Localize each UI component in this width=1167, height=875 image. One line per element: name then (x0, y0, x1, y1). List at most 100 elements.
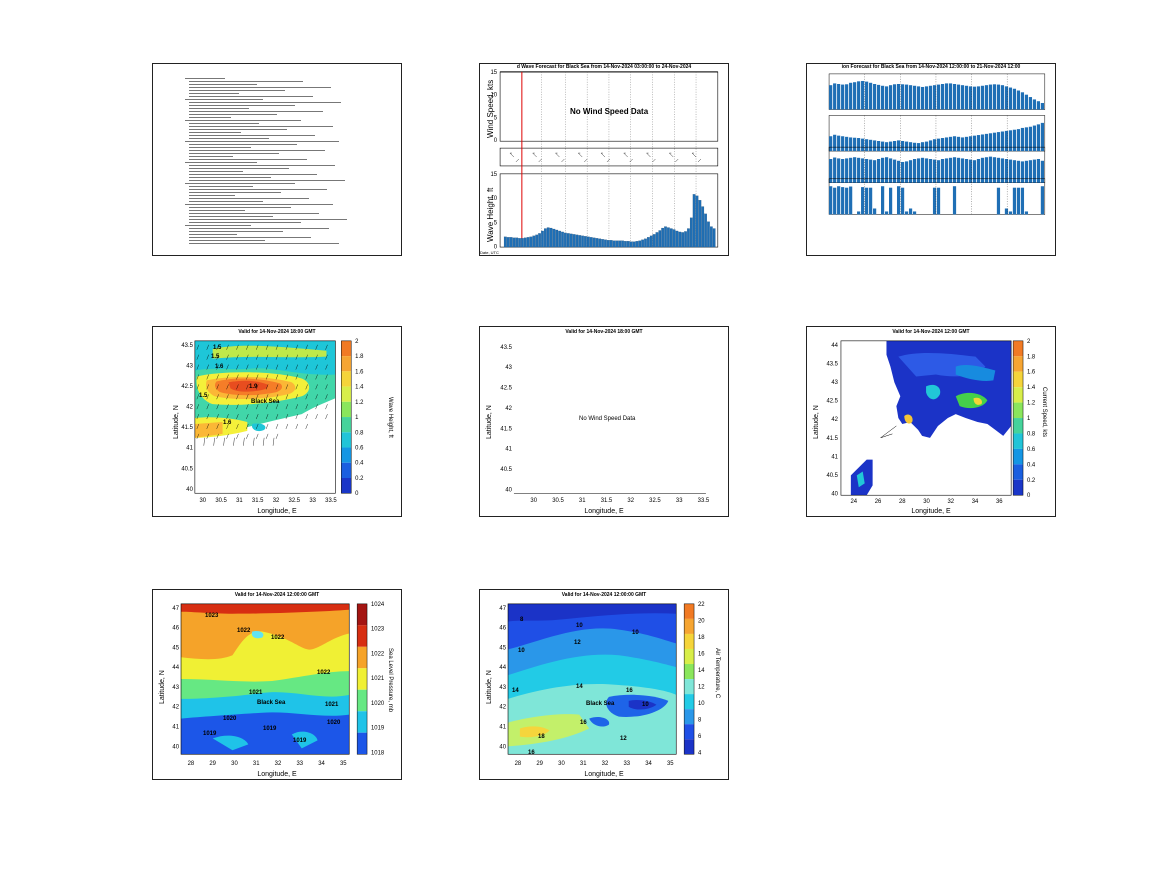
y-tick-label: 43 (172, 685, 179, 691)
forecast-bar (976, 135, 981, 152)
wave-direction-arrow (216, 354, 219, 360)
forecast-bar (944, 158, 949, 183)
wave-tick-label: 10 (491, 196, 498, 202)
forecast-bar (841, 84, 845, 110)
x-tick-label: 30 (923, 499, 930, 505)
pressure-map-panel: Valid for 14-Nov-2024 12:00:00 GMT 1024 1… (152, 589, 402, 780)
y-tick-label: 42.5 (500, 386, 512, 392)
forecast-bar (829, 85, 833, 110)
forecast-bar (960, 137, 965, 152)
wave-bar (684, 231, 687, 248)
colorbar (1012, 340, 1024, 496)
y-tick-label: 40 (186, 487, 193, 493)
forecast-bar (853, 137, 857, 152)
wave-direction-arrow (295, 423, 298, 429)
wave-bar (624, 241, 627, 248)
map-ylabel: Latitude, N (813, 405, 820, 439)
wave-direction-arrow (315, 384, 318, 390)
wave-direction-arrow (196, 344, 200, 350)
wind-arrow (600, 152, 606, 158)
wave-bar (689, 217, 693, 248)
wave-direction-arrow (236, 394, 239, 400)
wave-direction-arrow (216, 374, 219, 380)
colorbar-tick-label: 1.2 (1027, 401, 1035, 407)
colorbar-tick-label: 0.2 (1027, 478, 1035, 484)
forecast-bar (881, 186, 885, 215)
wave-direction-arrow (246, 344, 249, 350)
report-text-line (189, 240, 265, 241)
wave-direction-arrow (315, 354, 318, 360)
wave-bar (661, 227, 664, 248)
y-tick-label: 45 (499, 645, 506, 651)
wave-direction-arrow (285, 354, 289, 360)
report-text-line (189, 93, 239, 94)
contour-label: 10 (632, 630, 639, 636)
forecast-bar (841, 187, 845, 215)
colorbar-swatch (1013, 402, 1024, 419)
report-text-line (189, 198, 309, 199)
wave-direction-arrow (305, 344, 308, 350)
wave-direction-arrow (206, 344, 209, 350)
text-report-panel (152, 63, 402, 256)
report-text-line (189, 135, 315, 136)
y-tick-label: 41.5 (500, 426, 512, 432)
wave-direction-arrow (325, 374, 328, 380)
forecast-bar (1004, 130, 1009, 152)
wave-direction-arrow (246, 433, 249, 439)
colorbar-swatch (357, 646, 368, 669)
wave-bar (698, 200, 702, 248)
forecast-bar (1020, 92, 1025, 110)
colorbar-swatch (341, 447, 352, 463)
map-ylabel: Latitude, N (159, 670, 166, 704)
contour-label: 16 (626, 688, 633, 694)
forecast-bar (908, 85, 913, 110)
wave-bar (621, 240, 624, 248)
wave-direction-arrow (275, 364, 279, 370)
contour-label: 12 (620, 736, 627, 742)
x-tick-label: 31.5 (601, 498, 613, 504)
colorbar-tick-label: 0.4 (355, 461, 364, 467)
y-tick-label: 46 (172, 626, 179, 632)
report-text-line (189, 216, 273, 217)
x-tick-label: 32.5 (649, 498, 661, 504)
map-title: Valid for 14-Nov-2024 12:00:00 GMT (561, 592, 647, 598)
x-tick-label: 31.5 (252, 498, 264, 504)
y-tick-label: 40 (505, 487, 512, 493)
wave-tick-label: 15 (491, 172, 498, 178)
wave-bar (638, 240, 642, 248)
colorbar-tick-label: 0.4 (1027, 462, 1036, 468)
wave-bar (541, 230, 544, 248)
forecast-bar (912, 159, 917, 183)
wave-direction-arrow (216, 414, 219, 420)
colorbar-tick-label: 1.6 (1027, 370, 1036, 376)
forecast-bar (920, 86, 925, 110)
wave-direction-arrow (265, 414, 269, 420)
colorbar-tick-label: 1.8 (355, 354, 364, 360)
wave-bar (584, 236, 587, 248)
wave-direction-arrow (325, 384, 328, 390)
colorbar-tick-label: 1018 (371, 750, 385, 756)
wave-bar (572, 234, 576, 248)
x-tick-label: 30.5 (552, 498, 564, 504)
report-text-line (189, 180, 345, 181)
colorbar-swatch (1013, 433, 1024, 449)
forecast-bar (916, 86, 921, 110)
wave-direction-arrow (325, 344, 328, 350)
wave-direction-arrow (285, 344, 289, 350)
contour-label: 1019 (293, 738, 307, 744)
wave-direction-arrow (295, 404, 298, 410)
wind-ylabel: Wind Speed, kts (486, 79, 495, 138)
contour-label: 1022 (271, 635, 285, 641)
wave-tick-label: 5 (494, 220, 498, 226)
forecast-bar (892, 140, 897, 152)
forecast-bar (960, 85, 965, 110)
wave-direction-arrow (206, 414, 209, 420)
forecast-bar (944, 137, 949, 152)
contour-label: 1.6 (215, 364, 224, 370)
map-xlabel: Longitude, E (584, 508, 624, 515)
wave-direction-arrow (295, 414, 298, 420)
forecast-bar (996, 187, 1001, 215)
x-tick-label: 28 (188, 761, 195, 767)
colorbar-swatch (357, 711, 368, 733)
wave-direction-arrow (285, 364, 289, 370)
